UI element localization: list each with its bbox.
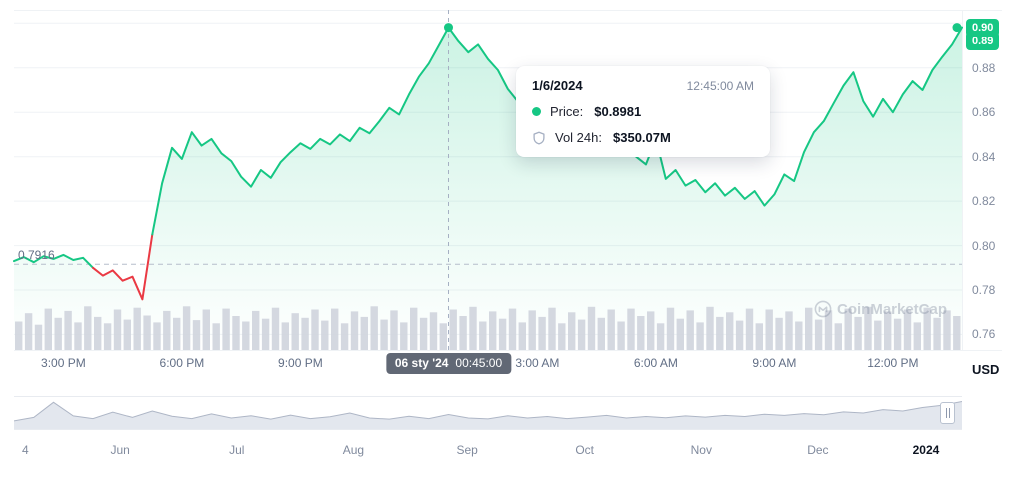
y-axis-label: 0.76 — [972, 327, 996, 342]
plot-right-border — [962, 10, 963, 350]
y-axis-label: 0.78 — [972, 283, 996, 297]
navigator-month-axis: 4 Jun Jul Aug Sep Oct Nov Dec 2024 — [0, 443, 1016, 461]
tooltip-time: 12:45:00 AM — [686, 79, 754, 93]
crosshair-price-badge: 0.90 — [966, 18, 1000, 37]
tooltip-price-value: $0.8981 — [594, 104, 642, 119]
month-label: Nov — [690, 443, 712, 457]
x-axis-label: 6:00 PM — [159, 356, 205, 370]
price-chart[interactable] — [13, 10, 963, 350]
month-label: Sep — [456, 443, 478, 457]
tooltip-price-row: Price: $0.8981 — [532, 104, 754, 119]
x-axis-label: 3:00 PM — [41, 356, 86, 370]
x-axis-label: 9:00 AM — [752, 356, 797, 370]
y-axis-label: 0.84 — [972, 149, 996, 164]
tooltip-volume-label: Vol 24h: — [555, 130, 602, 145]
y-axis-label: 0.80 — [972, 238, 996, 253]
x-axis-label: 9:00 PM — [278, 356, 323, 370]
currency-label: USD — [972, 362, 1000, 377]
plot-top-border — [14, 10, 1002, 11]
price-dot-icon — [532, 107, 541, 116]
month-label: Oct — [575, 443, 595, 457]
pill-time: 00:45:00 — [455, 356, 503, 370]
prev-close-label: 0.7916 — [18, 248, 55, 263]
volume-shield-icon — [532, 131, 546, 145]
price-tooltip: 1/6/2024 12:45:00 AM Price: $0.8981 Vol … — [516, 66, 770, 157]
tooltip-volume-value: $350.07M — [613, 130, 671, 145]
navigator-drag-handle[interactable] — [940, 402, 955, 424]
pill-date: 06 sty '24 — [394, 356, 449, 370]
range-navigator[interactable] — [14, 396, 962, 430]
axis-time-pill: 06 sty '24 00:45:00 — [385, 353, 512, 374]
month-label: 2024 — [912, 443, 940, 457]
y-axis-label: 0.86 — [972, 105, 996, 120]
y-axis: 0.88 0.86 0.84 0.82 0.80 0.78 0.76 — [970, 10, 1014, 350]
month-label: Aug — [342, 443, 365, 457]
x-axis-label: 6:00 AM — [633, 356, 678, 370]
x-axis-label: 12:00 PM — [867, 356, 919, 370]
y-axis-label: 0.82 — [972, 194, 996, 209]
tooltip-date: 1/6/2024 — [532, 78, 583, 93]
x-axis-label: 3:00 AM — [515, 356, 560, 370]
month-label: Dec — [807, 443, 829, 457]
month-label: 4 — [22, 443, 29, 457]
x-axis: 3:00 PM 6:00 PM 9:00 PM 3:00 AM 6:00 AM 9:00 … — [0, 356, 1016, 376]
y-axis-label: 0.88 — [972, 60, 996, 75]
month-label: Jun — [110, 443, 130, 457]
plot-bottom-border — [14, 350, 1002, 351]
month-label: Jul — [229, 443, 245, 457]
tooltip-volume-row: Vol 24h: $350.07M — [532, 130, 754, 145]
tooltip-price-label: Price: — [550, 104, 584, 119]
